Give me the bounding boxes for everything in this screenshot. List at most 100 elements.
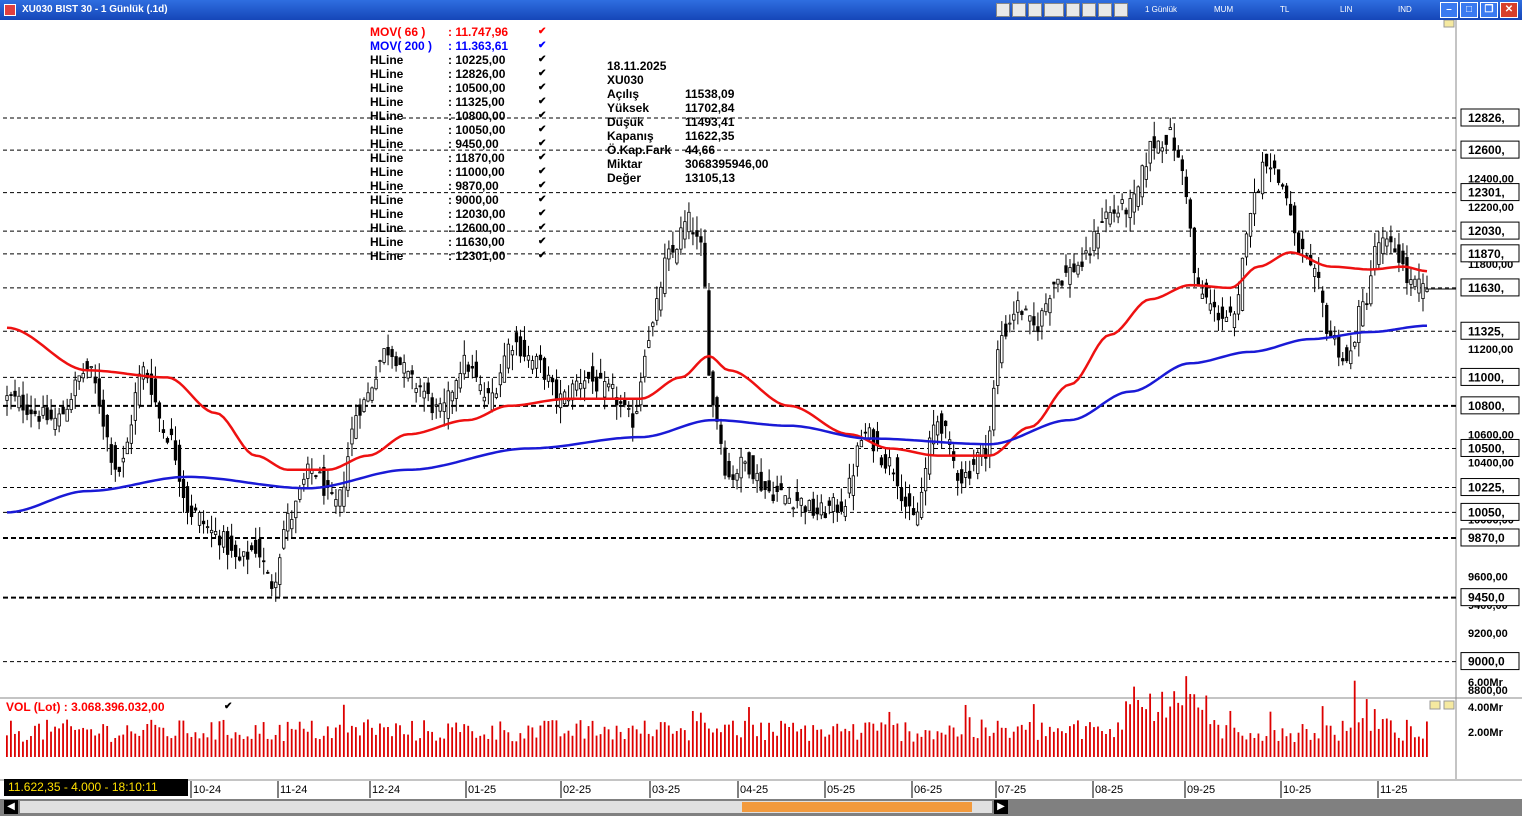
scroll-right-arrow-icon[interactable]: ▶ bbox=[994, 800, 1008, 814]
settings-icon[interactable] bbox=[1082, 3, 1096, 17]
check-icon[interactable]: ✔ bbox=[538, 250, 547, 261]
volume-bar bbox=[724, 724, 726, 757]
candle-body bbox=[121, 457, 125, 463]
hline-price-box bbox=[1460, 321, 1520, 340]
volume-bar bbox=[888, 711, 891, 757]
minimize-button[interactable]: – bbox=[1440, 2, 1458, 18]
volume-bar bbox=[190, 736, 193, 757]
candle-body bbox=[1216, 312, 1221, 321]
volume-bar bbox=[511, 741, 514, 757]
info-value: 11538,09 bbox=[685, 87, 735, 101]
refresh-icon[interactable] bbox=[1028, 3, 1042, 17]
volume-bar bbox=[884, 724, 887, 757]
candle-body bbox=[1140, 165, 1144, 198]
candle-body bbox=[1096, 233, 1100, 249]
x-tick-label: 08-25 bbox=[1095, 784, 1123, 796]
check-icon[interactable]: ✔ bbox=[538, 222, 547, 233]
x-tick-label: 12-24 bbox=[372, 784, 400, 796]
volume-bar bbox=[346, 732, 349, 757]
check-icon[interactable]: ✔ bbox=[538, 110, 547, 121]
candle-body bbox=[446, 390, 450, 419]
chart-type-icon[interactable] bbox=[996, 3, 1010, 17]
compare-icon[interactable] bbox=[1098, 3, 1112, 17]
scale-button[interactable]: LIN bbox=[1340, 5, 1353, 14]
volume-bar bbox=[527, 725, 530, 757]
volume-bar bbox=[523, 738, 526, 757]
check-icon[interactable]: ✔ bbox=[538, 138, 547, 149]
currency-button[interactable]: TL bbox=[1280, 5, 1290, 14]
hline-price-box bbox=[1460, 221, 1520, 240]
candle-body bbox=[157, 402, 162, 419]
volume-bar bbox=[1293, 741, 1296, 757]
candle-body bbox=[73, 379, 77, 397]
volume-bar bbox=[62, 723, 64, 757]
volume-bar bbox=[752, 724, 754, 757]
indicator-icon[interactable] bbox=[1012, 3, 1026, 17]
period-button[interactable]: 1 Günlük bbox=[1145, 5, 1178, 14]
check-icon[interactable]: ✔ bbox=[538, 68, 547, 79]
candle-body bbox=[1192, 227, 1196, 274]
time-scrollbar[interactable]: ◀ ▶ bbox=[0, 799, 1522, 816]
zoom-icon[interactable] bbox=[1066, 3, 1080, 17]
legend-name: HLine bbox=[370, 193, 404, 207]
check-icon[interactable]: ✔ bbox=[538, 166, 547, 177]
save-icon[interactable] bbox=[1114, 3, 1128, 17]
check-icon[interactable]: ✔ bbox=[538, 236, 547, 247]
volume-bar bbox=[1241, 735, 1244, 757]
volume-bar bbox=[1008, 737, 1011, 757]
legend-name: HLine bbox=[370, 53, 404, 67]
candle-body bbox=[899, 488, 904, 502]
drawing-tools-icon[interactable] bbox=[1044, 3, 1064, 17]
volume-bar bbox=[18, 731, 20, 757]
candle-body bbox=[791, 507, 795, 510]
legend-value: : 9000,00 bbox=[448, 193, 499, 207]
volume-bar bbox=[443, 738, 446, 757]
check-icon[interactable]: ✔ bbox=[538, 194, 547, 205]
check-icon[interactable]: ✔ bbox=[538, 152, 547, 163]
volume-bar bbox=[968, 717, 971, 757]
candle-body bbox=[627, 407, 631, 410]
volume-bar bbox=[1040, 722, 1043, 757]
check-icon[interactable]: ✔ bbox=[538, 82, 547, 93]
volume-bar bbox=[760, 722, 762, 757]
indicators-button[interactable]: IND bbox=[1398, 5, 1412, 14]
check-icon[interactable]: ✔ bbox=[538, 96, 547, 107]
volume-bar bbox=[274, 734, 277, 757]
candle-type-button[interactable]: MUM bbox=[1214, 5, 1234, 14]
price-axis-bg bbox=[1456, 20, 1522, 700]
volume-bar bbox=[1117, 722, 1119, 757]
volume-bar bbox=[1221, 738, 1224, 757]
hline-price-label: 10225, bbox=[1468, 481, 1505, 495]
check-icon[interactable]: ✔ bbox=[538, 180, 547, 191]
candle-body bbox=[1128, 198, 1132, 219]
check-icon[interactable]: ✔ bbox=[538, 124, 547, 135]
volume-bar bbox=[1068, 726, 1071, 757]
check-icon[interactable]: ✔ bbox=[538, 54, 547, 65]
hline-price-label: 9870,0 bbox=[1468, 531, 1505, 545]
x-tick-label: 11-25 bbox=[1380, 784, 1407, 796]
candle-body bbox=[675, 248, 679, 264]
volume-bar bbox=[367, 719, 369, 757]
candle-body bbox=[635, 411, 639, 414]
volume-bar bbox=[655, 729, 658, 757]
volume-bar bbox=[916, 733, 919, 757]
check-icon[interactable]: ✔ bbox=[538, 40, 547, 51]
scroll-left-arrow-icon[interactable]: ◀ bbox=[4, 800, 18, 814]
hline-price-label: 12030, bbox=[1468, 224, 1505, 238]
hline-price-label: 11630, bbox=[1468, 281, 1504, 295]
restore-button[interactable]: ❐ bbox=[1480, 2, 1498, 18]
check-icon[interactable]: ✔ bbox=[538, 208, 547, 219]
check-icon[interactable]: ✔ bbox=[538, 26, 547, 37]
candle-body bbox=[851, 475, 856, 496]
close-button[interactable]: ✕ bbox=[1500, 2, 1518, 18]
candle-body bbox=[246, 551, 250, 560]
candle-body bbox=[438, 403, 442, 412]
maximize-button[interactable]: □ bbox=[1460, 2, 1478, 18]
volume-bar bbox=[330, 738, 333, 757]
volume-bar bbox=[543, 720, 546, 757]
volume-check-icon[interactable]: ✔ bbox=[224, 701, 233, 712]
volume-bar bbox=[206, 737, 209, 757]
candle-body bbox=[318, 471, 322, 474]
scroll-thumb[interactable] bbox=[742, 802, 972, 812]
price-chart[interactable]: 12400,0012200,0011800,0011200,0010600,00… bbox=[0, 20, 1522, 799]
